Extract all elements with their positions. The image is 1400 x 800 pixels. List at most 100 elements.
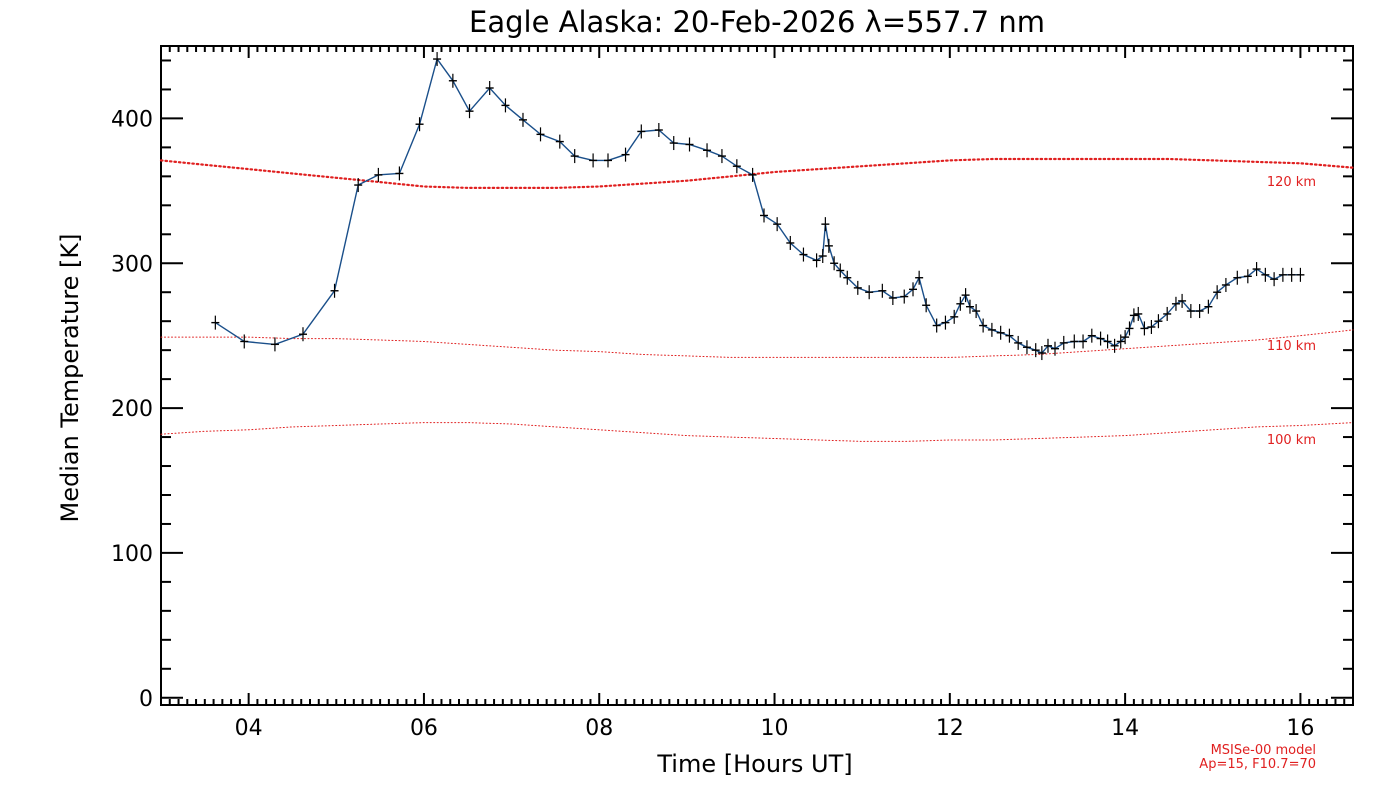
data-point [961,288,970,303]
data-point [799,247,808,262]
data-point [830,256,839,271]
data-point [956,296,965,311]
data-point [270,337,279,352]
data-point [330,283,339,298]
data-point [1031,343,1040,358]
data-point [555,134,564,149]
x-tick-label: 12 [936,716,964,741]
model-params-note: Ap=15, F10.7=70 [1199,757,1316,772]
data-point [888,291,897,306]
data-point [1252,262,1261,277]
data-point [1195,304,1204,319]
data-point [395,166,404,181]
data-point [878,283,887,298]
y-tick-label: 100 [111,542,153,567]
data-point [1147,319,1156,334]
plot-frame [160,45,1354,706]
data-point [922,298,931,313]
data-point [786,235,795,250]
data-point [1103,334,1112,349]
data-point [865,285,874,300]
data-point [1233,270,1242,285]
x-axis-tick-labels: 04 06 08 10 12 14 16 [235,716,1315,741]
data-point [1140,321,1149,336]
data-point [1059,335,1068,350]
data-point [448,73,457,88]
data-point [717,149,726,164]
data-point [589,153,598,168]
data-point [965,299,974,314]
y-axis-ticks [161,59,1353,699]
data-point [821,217,830,232]
data-point [1154,314,1163,329]
data-point [1022,340,1031,355]
data-point [900,289,909,304]
data-point [536,127,545,142]
data-point [732,159,741,174]
data-point [812,253,821,268]
data-point [1037,346,1046,361]
data-point [843,270,852,285]
data-point [703,143,712,158]
x-axis-ticks [160,46,1354,705]
data-point [1005,328,1014,343]
model-curves [159,157,1355,442]
data-point [433,52,442,67]
data-point [950,309,959,324]
data-point [1125,321,1134,336]
model-line-120km [159,157,1355,189]
data-point [1087,328,1096,343]
y-tick-label: 200 [111,397,153,422]
data-point [824,238,833,253]
data-point [211,315,220,330]
x-tick-label: 06 [410,716,438,741]
data-point [909,282,918,297]
data-point [570,149,579,164]
data-point [972,304,981,319]
data-point [1051,341,1059,356]
model-label-120km: 120 km [1267,175,1316,190]
data-point [996,325,1005,340]
y-tick-label: 300 [111,252,153,277]
x-tick-label: 14 [1111,716,1139,741]
data-point [979,318,988,333]
data-point [932,318,941,333]
data-point [1079,334,1088,349]
model-line-110km [160,329,1354,358]
data-point [685,137,694,152]
data-series [214,57,1301,354]
data-point [1178,293,1187,308]
data-point [604,153,612,168]
data-point [818,249,827,264]
data-point [1129,308,1138,323]
x-axis-label: Time [Hours UT] [656,750,852,778]
data-point [415,117,424,132]
data-point [354,178,363,193]
data-point [298,327,307,342]
data-point [1204,299,1213,314]
data-point [1278,267,1287,282]
data-point [987,322,996,337]
data-markers [211,52,1305,361]
y-tick-label: 0 [139,687,153,712]
data-point [465,104,474,119]
data-point [853,280,862,295]
model-label-100km: 100 km [1267,433,1316,448]
data-point [773,217,782,232]
data-point [240,334,249,349]
data-point [1287,267,1296,282]
data-point [1110,338,1119,353]
data-point [941,315,950,330]
data-point [1296,267,1305,282]
data-point [748,167,757,182]
chart-title: Eagle Alaska: 20-Feb-2026 λ=557.7 nm [469,5,1045,39]
plot-area [160,45,1354,706]
model-label-110km: 110 km [1267,339,1316,354]
data-point [1121,330,1130,345]
data-point [1070,334,1079,349]
x-tick-label: 10 [761,716,789,741]
x-tick-label: 16 [1286,716,1314,741]
data-point [518,112,527,127]
data-point [1134,306,1143,321]
